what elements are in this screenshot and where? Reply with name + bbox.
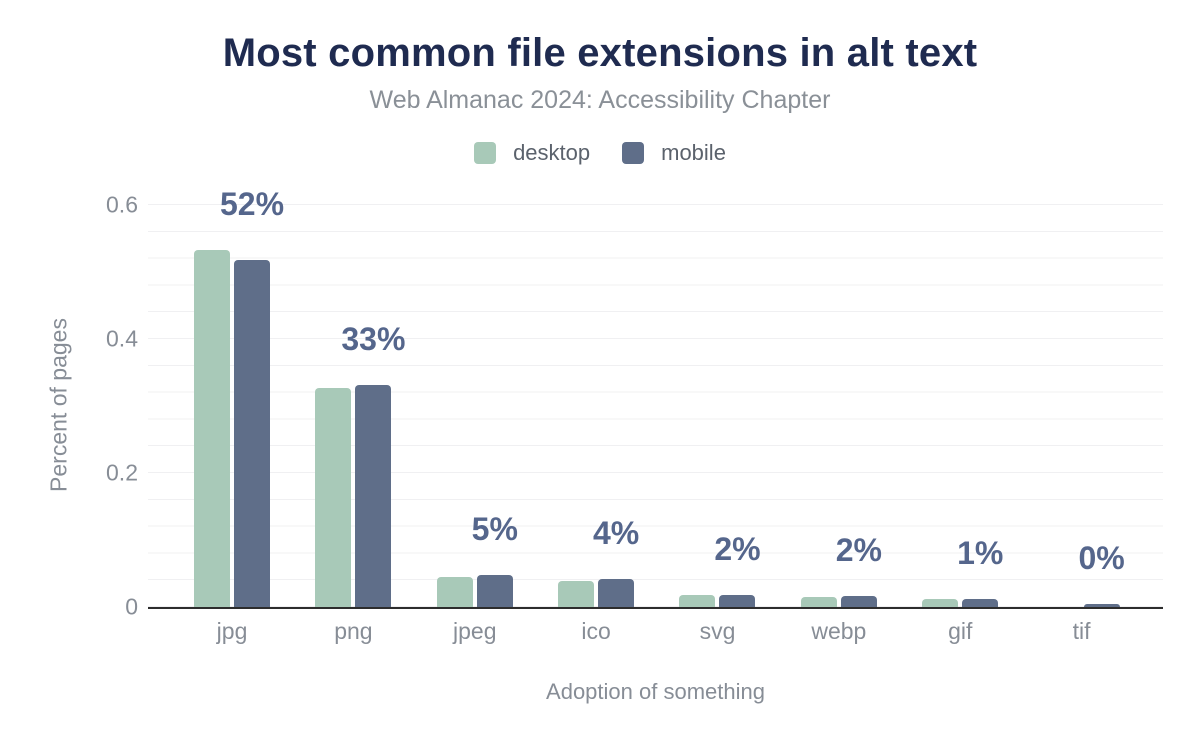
bar-desktop-ico [558, 581, 595, 607]
y-tick-0.6: 0.6 [106, 191, 138, 218]
value-label-tif: 0% [1078, 540, 1125, 576]
x-tick-ico: ico [581, 618, 611, 644]
bar-desktop-jpeg [436, 577, 473, 607]
bar-mobile-tif [1083, 604, 1120, 607]
bar-desktop-png [315, 387, 352, 607]
bar-group-png: 33% [315, 323, 405, 607]
bar-mobile-jpg [234, 259, 271, 607]
x-tick-jpeg: jpeg [453, 618, 497, 644]
x-tick-jpg: jpg [216, 618, 248, 644]
y-tick-0.4: 0.4 [106, 325, 138, 352]
x-tick-svg: svg [699, 618, 736, 644]
x-tick-gif: gif [948, 618, 973, 644]
bar-mobile-png [355, 385, 392, 607]
value-label-jpg: 52% [220, 185, 285, 222]
bar-desktop-webp [800, 597, 837, 607]
bar-desktop-gif [922, 599, 959, 607]
value-label-jpeg: 5% [471, 510, 518, 547]
bar-mobile-gif [962, 599, 999, 607]
value-label-svg: 2% [714, 530, 761, 567]
legend: desktop mobile [0, 140, 1200, 166]
value-label-gif: 1% [957, 535, 1004, 572]
bar-mobile-svg [719, 594, 756, 607]
bar-group-webp: 2% [800, 534, 882, 607]
legend-label-desktop: desktop [513, 140, 591, 165]
x-tick-png: png [334, 618, 373, 644]
bar-mobile-webp [840, 595, 877, 607]
bar-group-jpeg: 5% [436, 513, 518, 607]
bar-mobile-jpeg [476, 574, 513, 607]
legend-swatch-desktop [474, 142, 497, 164]
y-axis-title: Percent of pages [45, 318, 72, 492]
bar-group-svg: 2% [679, 533, 761, 607]
bar-group-ico: 4% [558, 517, 639, 607]
x-tick-tif: tif [1072, 618, 1091, 644]
legend-item-desktop: desktop [474, 140, 590, 166]
x-tick-webp: webp [811, 618, 867, 644]
plot-area: Adoption of something 0 0.2 0.4 0.6 52% jpg 33… [106, 188, 1163, 704]
value-label-ico: 4% [593, 515, 640, 552]
legend-swatch-mobile [622, 142, 645, 164]
bar-group-gif: 1% [922, 537, 1003, 607]
y-tick-0.2: 0.2 [106, 459, 138, 486]
bar-desktop-svg [679, 594, 716, 607]
bar-group-jpg: 52% [194, 188, 284, 607]
y-tick-0: 0 [125, 593, 138, 620]
bar-desktop-jpg [194, 249, 231, 607]
legend-label-mobile: mobile [661, 140, 726, 165]
bar-mobile-ico [598, 579, 635, 607]
x-axis-title: Adoption of something [546, 679, 765, 704]
gridlines [148, 190, 1163, 607]
chart-subtitle: Web Almanac 2024: Accessibility Chapter [369, 86, 831, 114]
legend-item-mobile: mobile [622, 140, 726, 166]
value-label-webp: 2% [835, 531, 882, 568]
bar-group-tif: 0% [1044, 542, 1125, 607]
value-label-png: 33% [341, 321, 406, 358]
chart-title: Most common file extensions in alt text [222, 31, 978, 75]
